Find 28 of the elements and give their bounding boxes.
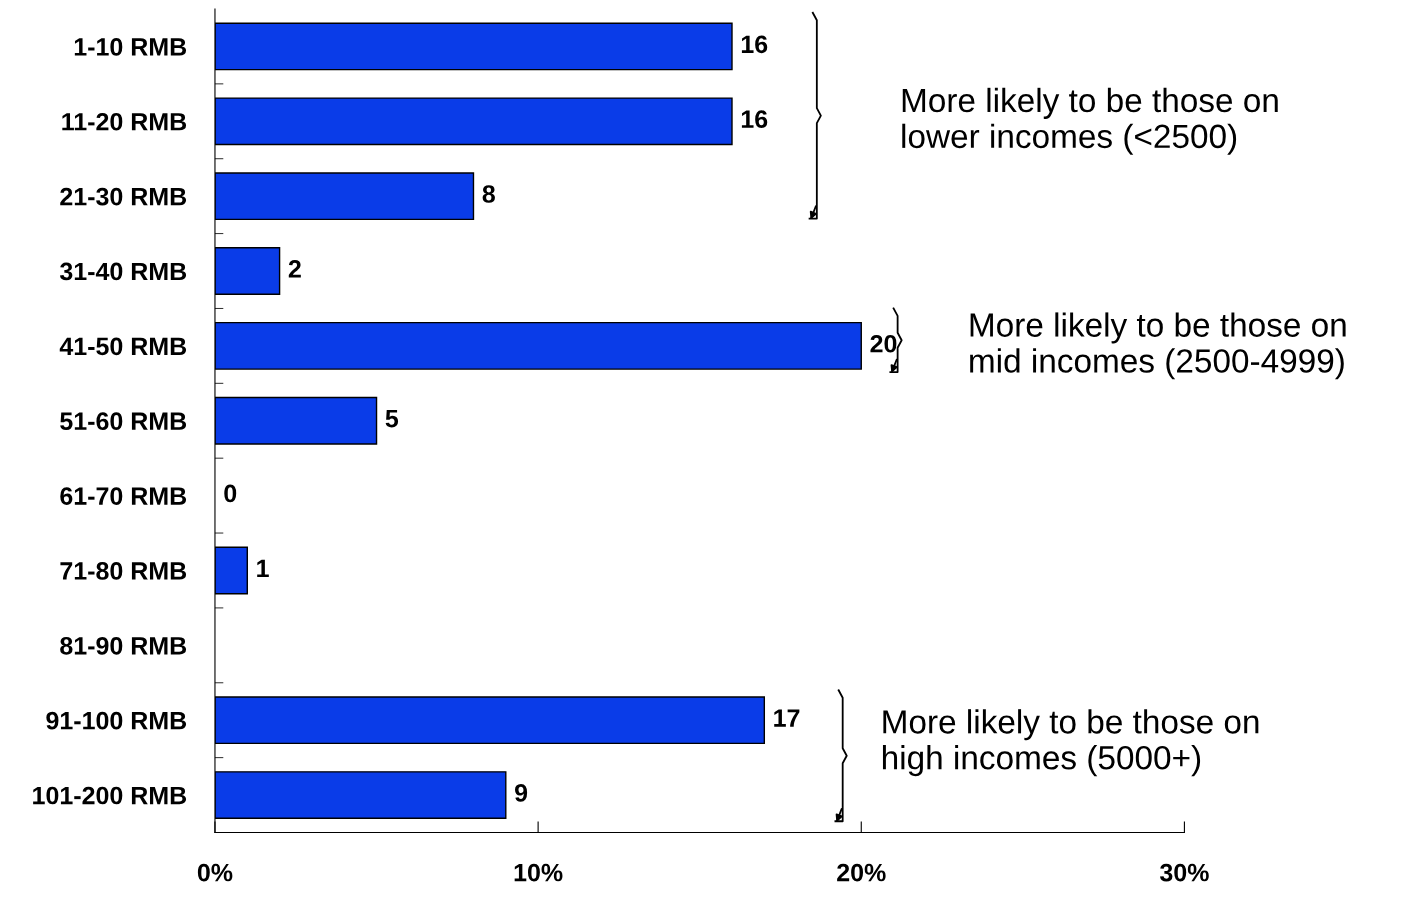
y-tick-label: 91-100 RMB (46, 711, 187, 730)
y-tick-label: 51-60 RMB (60, 412, 187, 431)
data-label: 9 (515, 784, 528, 802)
x-tick-label: 10% (514, 863, 563, 882)
x-tick-label: 30% (1159, 863, 1209, 882)
data-label: 16 (741, 35, 768, 54)
data-label: 2 (288, 260, 301, 278)
y-tick-label: 1-10 RMB (74, 38, 187, 56)
y-tick-label: 11-20 RMB (62, 112, 187, 131)
data-label: 17 (774, 709, 800, 727)
y-tick-label: 41-50 RMB (59, 337, 187, 356)
y-tick-label: 81-90 RMB (60, 636, 187, 655)
annotation: More likely to be those on mid incomes (2500-4999) (970, 312, 1346, 380)
y-tick-label: 21-30 RMB (60, 187, 187, 206)
y-tick-label: 31-40 RMB (59, 262, 187, 281)
x-tick-label: 0% (197, 863, 233, 882)
y-tick-label: 71-80 RMB (60, 562, 187, 580)
x-tick-label: 20% (837, 863, 886, 882)
y-tick-label: 101-200 RMB (33, 786, 187, 805)
annotation: More likely to be those on lower incomes (<2500) (902, 87, 1278, 155)
y-tick-label: 61-70 RMB (60, 487, 187, 505)
data-label: 0 (224, 484, 237, 503)
data-label: 8 (482, 185, 495, 203)
data-label: 20 (870, 334, 897, 353)
data-label: 1 (257, 559, 269, 577)
data-label: 16 (741, 110, 768, 129)
data-label: 5 (385, 410, 399, 428)
annotation: More likely to be those on high incomes (5000+) (882, 709, 1259, 777)
